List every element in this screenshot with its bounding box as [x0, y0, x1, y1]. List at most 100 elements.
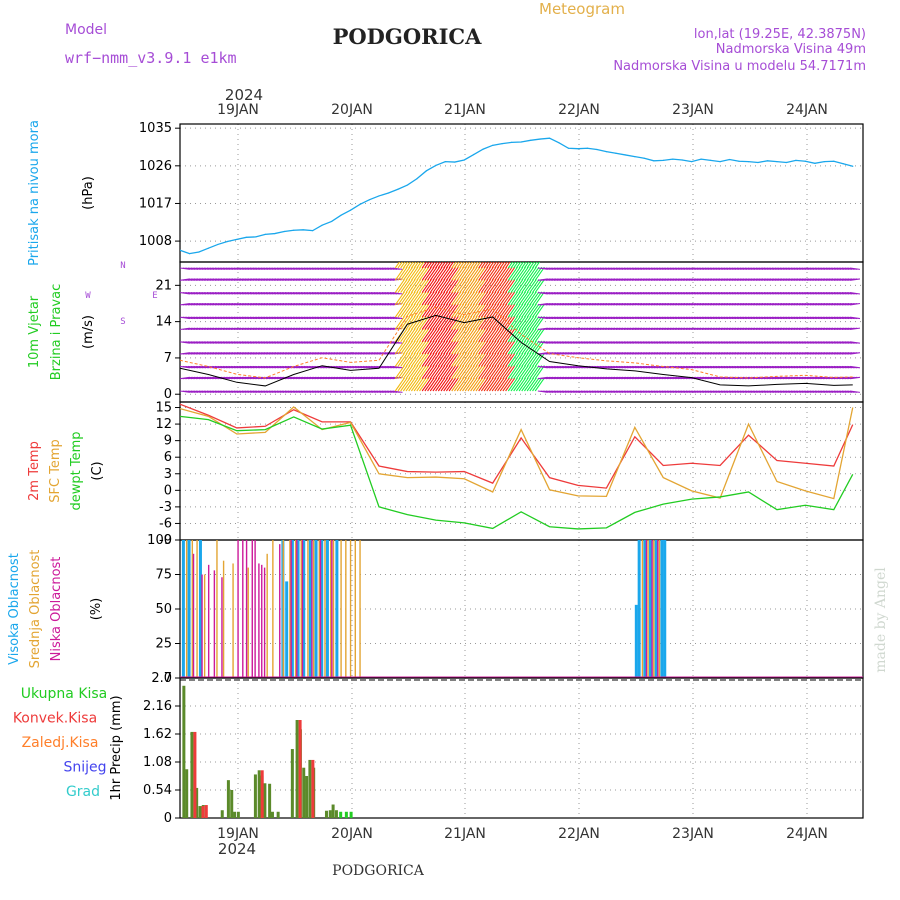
wind-barb: [480, 279, 492, 293]
wind-barb: [437, 291, 448, 306]
wind-barb: [424, 328, 435, 343]
wind-barb: [486, 279, 497, 293]
cloud-bar: [312, 540, 315, 678]
wind-barb: [478, 262, 484, 269]
wind-barb: [515, 303, 527, 318]
wind-barb: [400, 316, 411, 330]
precip-bar: [344, 811, 348, 818]
pressure-point: [728, 158, 731, 161]
wind-barb: [464, 352, 475, 367]
precip-bar: [331, 804, 335, 818]
wind-barb: [459, 328, 470, 343]
wind-barb: [429, 328, 440, 343]
model-name: wrf−nmm_v3.9.1 e1km: [65, 49, 237, 67]
pressure-point: [283, 230, 285, 233]
wind-barb: [435, 340, 446, 355]
wind-barb: [510, 328, 521, 343]
cloud-bar: [649, 540, 653, 678]
cloud-bar: [272, 540, 274, 678]
wind-barb: [489, 279, 500, 293]
compass-west: W: [85, 291, 91, 301]
cloud-bar: [203, 574, 206, 678]
wind-barb: [394, 365, 405, 380]
wind-barb: [532, 365, 543, 380]
wind-barb: [489, 316, 500, 330]
wind-barb: [507, 262, 514, 269]
precip-bar: [193, 731, 197, 818]
pressure-point: [331, 220, 333, 223]
wind-barb: [467, 328, 478, 343]
wind-barb: [534, 291, 545, 306]
x-day-label-top: 20JAN: [331, 102, 373, 118]
wind-barb: [435, 262, 441, 269]
wind-barb: [513, 328, 524, 343]
wind-barb: [451, 262, 457, 269]
wind-barb: [505, 279, 516, 293]
wind-barb: [413, 377, 424, 392]
cloud-bar: [185, 540, 188, 678]
wind-barb: [486, 262, 492, 269]
wind-barb: [502, 303, 513, 318]
precip-bar: [226, 780, 230, 818]
wind-barb: [532, 291, 543, 306]
wind-barb: [510, 266, 521, 281]
wind-barb: [405, 291, 416, 306]
wind-barb: [397, 365, 408, 380]
wind-barb: [448, 266, 459, 281]
cloud-bar: [187, 540, 191, 678]
y-tick-label: 6: [164, 450, 172, 465]
pressure-point: [567, 147, 570, 149]
wind-barb: [486, 377, 497, 392]
wind-barb: [462, 352, 473, 367]
wind-barb: [400, 291, 411, 306]
wind-barb: [472, 303, 483, 318]
cloud-bar: [645, 540, 648, 678]
temp-line: [180, 415, 854, 530]
wind-barb: [494, 303, 505, 318]
wind-barb: [524, 377, 535, 392]
cloud-bar: [300, 540, 302, 678]
wind-barb: [424, 291, 435, 306]
cloud-bar: [301, 540, 304, 678]
y-axis-label: Niska Oblacnost: [49, 557, 64, 662]
cloud-bar: [196, 540, 198, 678]
wind-barb: [437, 262, 444, 269]
wind-barb: [443, 262, 449, 269]
wind-barb: [440, 262, 446, 269]
wind-barb: [518, 279, 529, 293]
wind-barb: [427, 279, 438, 293]
y-tick-label: 7: [164, 351, 172, 366]
wind-barb: [429, 266, 440, 281]
y-axis-label: 10m Vjetar: [27, 295, 42, 368]
wind-barb: [491, 316, 502, 330]
precip-bar: [190, 731, 194, 818]
wind-barb: [502, 377, 513, 392]
wind-barb: [424, 279, 435, 293]
precip-bar: [201, 806, 205, 818]
wind-barb: [445, 340, 457, 355]
wind-barb: [472, 279, 483, 293]
wind-barb: [524, 291, 535, 306]
wind-barb: [410, 266, 422, 281]
wind-barb: [405, 328, 416, 343]
year-top: 2024: [225, 86, 263, 104]
y-axis-label: Visoka Oblacnost: [7, 553, 22, 665]
wind-barb: [419, 365, 430, 380]
wind-barb: [397, 316, 408, 330]
pressure-point: [245, 236, 247, 238]
pressure-point: [672, 158, 674, 160]
wind-barb: [402, 352, 413, 367]
precip-bar: [182, 685, 186, 818]
wind-barb: [483, 266, 494, 281]
wind-barb: [478, 340, 489, 355]
wind-barb: [445, 262, 452, 269]
cloud-bar: [359, 540, 361, 678]
pressure-point: [188, 253, 191, 255]
wind-barb: [410, 328, 422, 343]
y-tick-label: 3: [164, 467, 172, 482]
wind-barb: [526, 365, 537, 380]
wind-barb: [397, 303, 408, 318]
wind-barb: [472, 340, 483, 355]
wind-barb: [459, 266, 470, 281]
